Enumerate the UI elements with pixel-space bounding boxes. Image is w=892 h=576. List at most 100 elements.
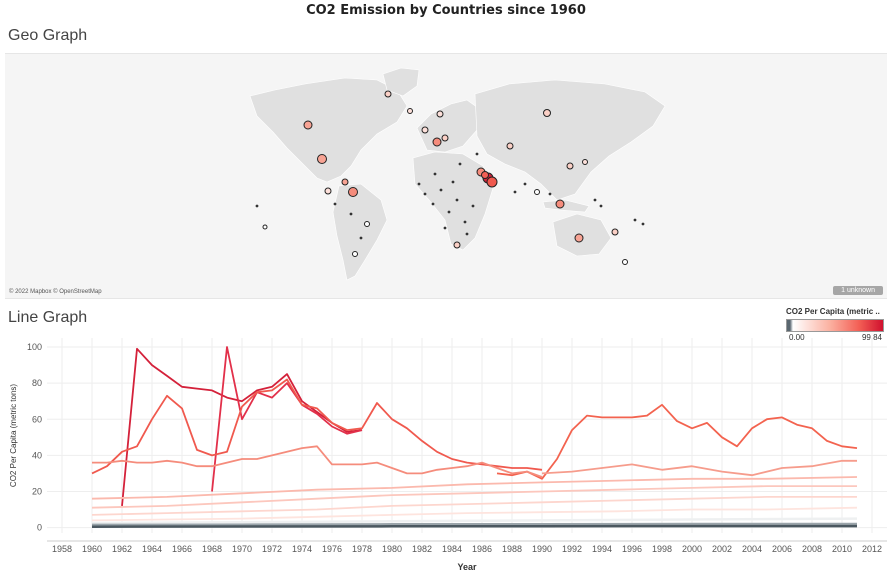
marker-bahrain[interactable]	[481, 171, 489, 179]
dot	[593, 198, 597, 202]
x-tick-label: 1960	[82, 544, 102, 554]
dot	[458, 162, 462, 166]
legend-gradient	[786, 319, 884, 332]
marker-iceland[interactable]	[407, 108, 413, 114]
unknown-badge[interactable]: 1 unknown	[833, 286, 883, 295]
africa-shape	[412, 151, 494, 251]
legend-min-label: 0.00	[789, 333, 805, 342]
y-tick-label: 20	[32, 486, 42, 496]
y-tick-label: 60	[32, 414, 42, 424]
marker-uk[interactable]	[421, 126, 429, 134]
marker-greenland[interactable]	[384, 90, 392, 98]
axis-ticks: 1958 1960 1962 1964 1966 1968 1970 1972 1974 1976…	[27, 342, 882, 554]
y-tick-label: 0	[37, 523, 42, 533]
marker-new-zealand[interactable]	[622, 259, 628, 265]
dot	[417, 182, 421, 186]
series-lines[interactable]	[91, 346, 858, 528]
dot	[255, 204, 259, 208]
dot	[465, 232, 469, 236]
x-tick-label: 1996	[622, 544, 642, 554]
x-tick-label: 1984	[442, 544, 462, 554]
marker-mexico[interactable]	[324, 187, 332, 195]
x-tick-label: 2012	[862, 544, 882, 554]
dot	[423, 192, 427, 196]
marker-china[interactable]	[566, 162, 574, 170]
series-line[interactable]	[91, 524, 857, 528]
dot	[333, 202, 337, 206]
south-america-shape	[332, 183, 388, 281]
marker-russia[interactable]	[543, 109, 551, 117]
series-line[interactable]	[211, 346, 363, 492]
series-line[interactable]	[91, 378, 543, 475]
series-line[interactable]	[92, 445, 543, 478]
series-line[interactable]	[91, 485, 857, 509]
marker-usa[interactable]	[317, 154, 327, 164]
marker-luxembourg[interactable]	[432, 137, 442, 147]
x-tick-label: 1964	[142, 544, 162, 554]
x-tick-label: 1994	[592, 544, 612, 554]
country-markers[interactable]	[303, 90, 628, 265]
greenland-shape	[382, 67, 420, 97]
marker-brunei[interactable]	[555, 199, 565, 209]
x-tick-label: 1988	[502, 544, 522, 554]
marker-caribbean[interactable]	[341, 178, 349, 186]
marker-new-caledonia[interactable]	[611, 228, 619, 236]
marker-canada[interactable]	[303, 120, 313, 130]
dot	[548, 192, 552, 196]
x-tick-label: 1974	[292, 544, 312, 554]
asia-shape	[474, 79, 666, 201]
marker-germany[interactable]	[441, 134, 449, 142]
series-line[interactable]	[496, 403, 858, 480]
x-tick-label: 1978	[352, 544, 372, 554]
marker-argentina[interactable]	[352, 251, 358, 257]
series-line[interactable]	[91, 506, 858, 522]
x-tick-label: 1990	[532, 544, 552, 554]
dot	[431, 202, 435, 206]
x-tick-label: 1982	[412, 544, 432, 554]
marker-uae[interactable]	[486, 176, 498, 188]
x-tick-label: 2004	[742, 544, 762, 554]
indonesia-shape	[542, 199, 590, 213]
series-line[interactable]	[91, 522, 857, 527]
geo-graph-title: Geo Graph	[8, 27, 88, 44]
marker-pacific[interactable]	[262, 224, 268, 230]
dot	[599, 204, 603, 208]
dot	[439, 188, 443, 192]
series-line[interactable]	[121, 347, 363, 506]
color-legend[interactable]: CO2 Per Capita (metric .. 0.00 99.84	[786, 307, 886, 344]
dot	[633, 218, 637, 222]
map-attribution[interactable]: © 2022 Mapbox © OpenStreetMap	[9, 289, 102, 295]
geo-map[interactable]: © 2022 Mapbox © OpenStreetMap 1 unknown	[5, 53, 887, 299]
marker-kazakhstan[interactable]	[506, 142, 514, 150]
dot	[447, 210, 451, 214]
series-line[interactable]	[541, 459, 857, 477]
marker-india[interactable]	[534, 189, 540, 195]
dot	[475, 152, 479, 156]
y-axis-label: CO2 Per Capita (metric tons)	[9, 384, 18, 487]
legend-title: CO2 Per Capita (metric ..	[786, 307, 880, 316]
x-tick-label: 1968	[202, 544, 222, 554]
dot	[451, 180, 455, 184]
dot	[443, 226, 447, 230]
series-line[interactable]	[91, 496, 857, 516]
series-line[interactable]	[91, 517, 858, 525]
marker-brazil[interactable]	[364, 221, 370, 227]
x-tick-label: 1958	[52, 544, 72, 554]
dot	[359, 236, 363, 240]
dot	[463, 220, 467, 224]
marker-australia[interactable]	[574, 233, 584, 243]
series-line[interactable]	[91, 476, 858, 500]
dot	[433, 172, 437, 176]
line-chart[interactable]: 1958 1960 1962 1964 1966 1968 1970 1972 1974 1976…	[0, 330, 892, 576]
dot	[523, 182, 527, 186]
y-tick-label: 100	[27, 342, 42, 352]
world-map-canvas[interactable]	[5, 54, 887, 298]
grid-lines	[47, 338, 887, 542]
marker-trinidad[interactable]	[348, 187, 358, 197]
x-tick-label: 2000	[682, 544, 702, 554]
y-tick-label: 80	[32, 378, 42, 388]
marker-south-africa[interactable]	[453, 241, 461, 249]
marker-norway[interactable]	[436, 110, 444, 118]
marker-japan[interactable]	[582, 159, 588, 165]
dot	[455, 198, 459, 202]
